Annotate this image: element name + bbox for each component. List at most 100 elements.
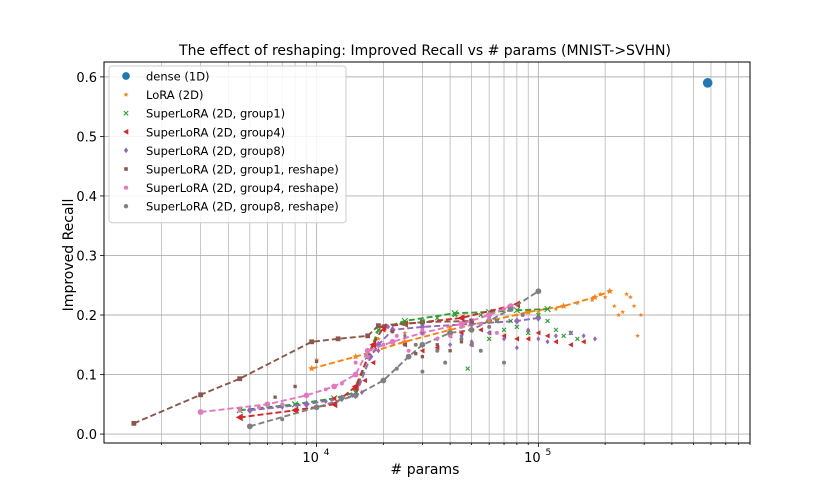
data-point-series-7 (280, 417, 285, 422)
y-tick-label: 0.1 (76, 369, 97, 384)
data-point-series-3 (380, 327, 386, 333)
data-point-series-2 (420, 318, 425, 324)
data-point-series-7 (406, 354, 411, 359)
data-point-series-6 (406, 348, 411, 353)
legend-marker (123, 110, 129, 116)
legend-label: SuperLoRA (2D, group1, reshape) (146, 163, 339, 177)
data-point-series-3 (370, 359, 376, 366)
data-point-series-4 (359, 389, 364, 396)
x-tick-exponent: 5 (546, 448, 552, 458)
data-point-series-6 (420, 327, 425, 332)
data-point-series-2 (561, 333, 567, 339)
data-point-series-3 (478, 327, 483, 333)
front-point-series-3 (330, 400, 338, 409)
data-point-series-1 (638, 312, 644, 317)
front-point-series-6 (352, 371, 359, 378)
data-point-series-1 (607, 288, 613, 294)
front-line-series-5 (133, 320, 472, 425)
data-point-series-2 (575, 336, 580, 342)
data-point-series-5 (403, 343, 407, 347)
front-point-series-1 (591, 293, 599, 300)
front-point-series-6 (264, 401, 271, 408)
data-point-series-4 (581, 333, 586, 339)
data-point-series-3 (568, 342, 573, 348)
data-point-series-5 (336, 337, 340, 341)
data-point-series-7 (314, 405, 319, 410)
front-line-series-6 (200, 305, 512, 413)
data-point-series-1 (612, 303, 617, 309)
data-point-series-6 (353, 360, 358, 365)
legend-marker (123, 128, 129, 135)
data-point-series-6 (323, 387, 328, 392)
data-point-series-6 (339, 381, 344, 386)
x-tick-label: 10 (302, 451, 319, 466)
data-point-series-5 (273, 395, 277, 399)
data-point-series-6 (435, 336, 440, 341)
data-point-series-3 (458, 330, 464, 336)
data-point-series-5 (448, 349, 452, 353)
front-point-series-7 (468, 327, 475, 333)
data-point-series-6 (257, 405, 261, 410)
data-point-series-6 (280, 402, 285, 407)
legend: dense (1D) LoRA (2D) SuperLoRA (2D, group1… (108, 65, 347, 224)
data-point-series-2 (486, 336, 492, 342)
data-point-series-5 (420, 355, 425, 359)
series-lines (131, 287, 614, 430)
data-point-series-7 (478, 348, 483, 353)
data-point-series-3 (553, 339, 559, 345)
data-point-series-4 (514, 345, 519, 351)
data-point-series-5 (414, 352, 418, 356)
data-point-series-5 (198, 393, 203, 397)
data-point-series-1 (536, 309, 541, 314)
legend-label: SuperLoRA (2D, group4, reshape) (146, 181, 339, 195)
legend-label: SuperLoRA (2D, group1) (146, 107, 285, 121)
y-tick-label: 0.6 (76, 71, 97, 86)
data-point-series-5 (390, 330, 395, 334)
data-point-series-4 (368, 354, 373, 360)
data-point-series-1 (631, 303, 637, 309)
front-point-series-2 (513, 306, 521, 314)
data-point-series-7 (394, 366, 399, 371)
data-point-series-5 (310, 340, 314, 344)
data-point-series-7 (469, 342, 474, 347)
front-point-series-6 (389, 338, 396, 345)
data-point-series-1 (514, 312, 520, 317)
y-tick-label: 0.3 (76, 249, 97, 264)
data-point-series-0 (702, 78, 713, 88)
data-point-series-7 (494, 318, 499, 323)
legend-label: SuperLoRA (2D, group8) (146, 144, 285, 158)
data-point-series-4 (350, 392, 355, 399)
data-point-series-7 (520, 313, 525, 317)
legend-marker (124, 167, 128, 171)
data-point-series-2 (525, 330, 531, 336)
data-point-series-7 (502, 360, 506, 365)
data-point-series-5 (366, 334, 370, 338)
data-point-series-4 (376, 348, 381, 354)
data-point-series-3 (331, 395, 337, 401)
front-point-series-1 (524, 308, 532, 315)
data-point-series-3 (292, 407, 298, 413)
data-point-series-6 (478, 321, 483, 326)
front-point-series-5 (469, 318, 475, 324)
data-point-series-1 (447, 324, 453, 329)
data-point-series-1 (575, 300, 580, 306)
front-point-series-7 (419, 341, 426, 348)
data-point-series-1 (624, 291, 629, 297)
data-point-series-1 (309, 366, 314, 371)
data-point-series-7 (448, 330, 453, 335)
data-point-series-3 (237, 414, 242, 421)
data-point-series-5 (314, 359, 319, 364)
front-point-series-4 (246, 406, 253, 415)
data-point-series-3 (501, 333, 507, 339)
data-point-series-3 (353, 386, 358, 393)
data-point-series-1 (402, 330, 408, 335)
series-points (132, 78, 713, 429)
data-point-series-1 (597, 291, 603, 297)
data-point-series-2 (545, 318, 550, 324)
legend-marker (123, 147, 129, 154)
data-point-series-2 (465, 366, 471, 371)
data-point-series-6 (381, 342, 386, 347)
data-point-series-3 (535, 330, 541, 336)
data-point-series-1 (602, 294, 608, 300)
front-point-series-5 (420, 319, 425, 325)
